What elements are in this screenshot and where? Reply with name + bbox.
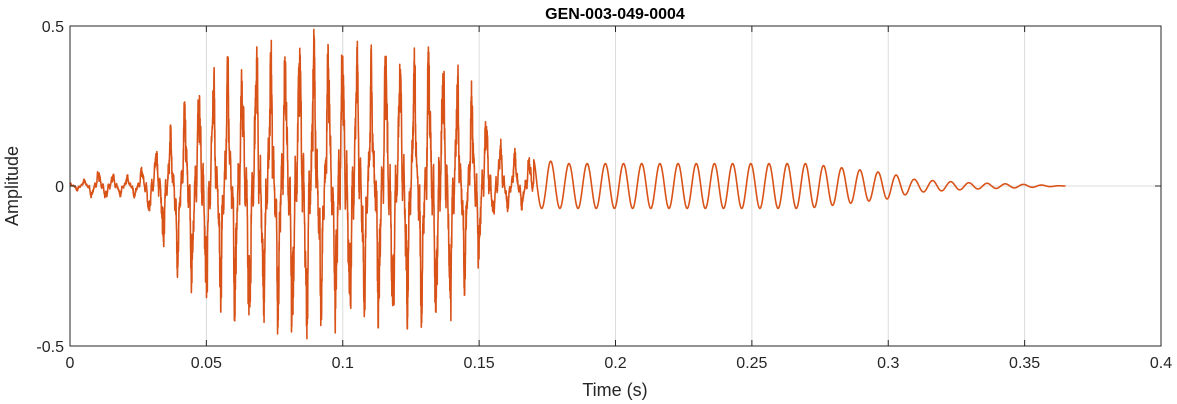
x-tick-label: 0.05: [191, 355, 222, 372]
y-tick-label: 0: [55, 179, 64, 196]
x-tick-label: 0.2: [604, 355, 626, 372]
chart-title: GEN-003-049-0004: [545, 6, 685, 23]
x-tick-label: 0.15: [464, 355, 495, 372]
y-tick-label: 0.5: [42, 19, 64, 36]
x-tick-label: 0.1: [332, 355, 354, 372]
x-axis-label: Time (s): [582, 380, 647, 400]
x-tick-label: 0: [66, 355, 75, 372]
y-tick-label: -0.5: [36, 339, 64, 356]
x-tick-label: 0.25: [736, 355, 767, 372]
x-tick-label: 0.4: [1150, 355, 1172, 372]
y-axis: -0.5 0 0.5: [36, 19, 1161, 356]
x-tick-label: 0.35: [1009, 355, 1040, 372]
x-axis: 0 0.05 0.1 0.15 0.2 0.25 0.3 0.35 0.4: [66, 26, 1172, 372]
y-axis-label: Amplitude: [2, 146, 22, 226]
series-line: [69, 28, 1067, 340]
x-tick-label: 0.3: [877, 355, 899, 372]
